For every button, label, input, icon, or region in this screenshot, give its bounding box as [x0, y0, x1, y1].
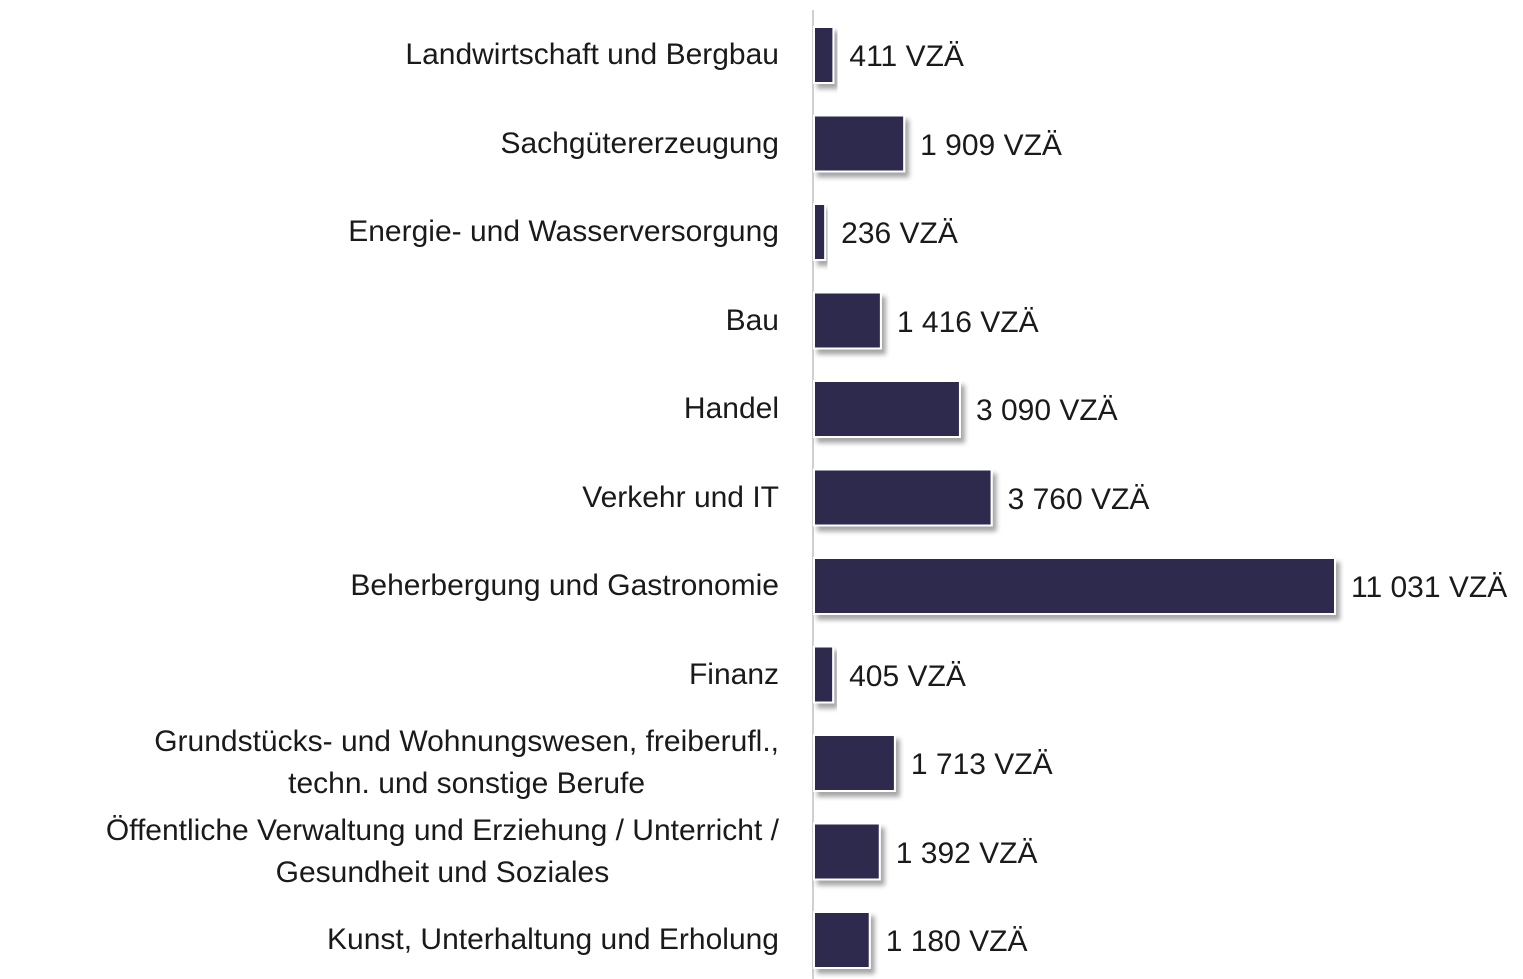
category-text: Verkehr und IT — [582, 480, 779, 514]
bar — [813, 203, 827, 261]
value-label: 3 090 VZÄ — [975, 394, 1118, 427]
category-label: Landwirtschaft und Bergbau — [0, 11, 779, 99]
bar — [813, 557, 1336, 615]
category-label: Grundstücks- und Wohnungswesen, freiberu… — [0, 719, 779, 807]
category-text: Bau — [725, 303, 779, 337]
bar — [813, 26, 835, 84]
category-text: Öffentliche Verwaltung und Erziehung / U… — [105, 813, 779, 889]
bar — [813, 822, 881, 881]
bar — [813, 380, 961, 438]
value-label: 1 392 VZÄ — [895, 836, 1038, 870]
value-label: 236 VZÄ — [841, 217, 958, 250]
category-text: Beherbergung und Gastronomie — [350, 569, 779, 602]
category-label: Finanz — [0, 631, 779, 719]
category-label: Öffentliche Verwaltung und Erziehung / U… — [0, 808, 779, 896]
value-label: 11 031 VZÄ — [1351, 571, 1508, 604]
bar — [813, 911, 871, 969]
value-label: 1 909 VZÄ — [920, 128, 1062, 162]
bar — [813, 645, 835, 704]
value-label: 3 760 VZÄ — [1007, 482, 1150, 516]
category-label: Bau — [0, 277, 779, 365]
bar — [813, 291, 882, 350]
category-text: Kunst, Unterhaltung und Erholung — [327, 923, 779, 956]
category-label: Verkehr und IT — [0, 454, 779, 542]
value-label: 1 416 VZÄ — [896, 305, 1039, 339]
category-label: Handel — [0, 365, 779, 453]
value-label: 1 713 VZÄ — [910, 748, 1053, 781]
category-label: Kunst, Unterhaltung und Erholung — [0, 896, 779, 979]
category-label: Energie- und Wasserversorgung — [0, 188, 779, 276]
category-text: Energie- und Wasserversorgung — [348, 215, 779, 248]
value-label: 405 VZÄ — [849, 659, 966, 693]
value-label: 1 180 VZÄ — [885, 925, 1028, 958]
category-label: Beherbergung und Gastronomie — [0, 542, 779, 630]
category-text: Finanz — [688, 657, 779, 691]
value-label: 411 VZÄ — [849, 40, 964, 73]
category-text: Landwirtschaft und Bergbau — [405, 38, 779, 71]
category-text: Handel — [683, 392, 779, 425]
category-text: Grundstücks- und Wohnungswesen, freiberu… — [154, 725, 779, 800]
category-text: Sachgütererzeugung — [500, 126, 779, 160]
bar — [813, 114, 906, 173]
bar — [813, 734, 896, 792]
category-label: Sachgütererzeugung — [0, 100, 779, 188]
bar — [813, 468, 993, 527]
